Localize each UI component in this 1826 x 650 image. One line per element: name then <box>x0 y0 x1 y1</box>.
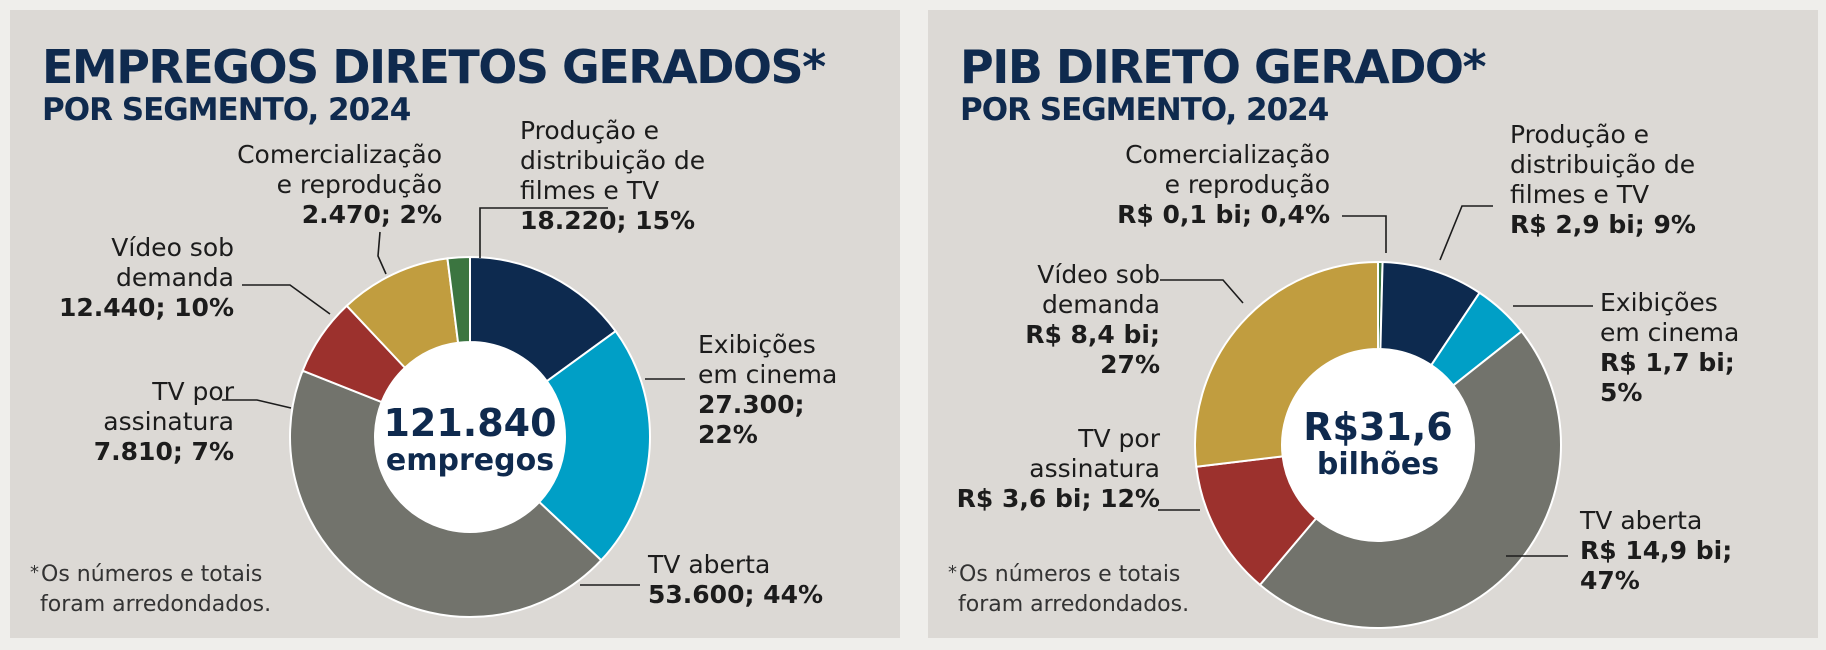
donut-center-total: 121.840 empregos <box>350 402 590 478</box>
leader-line <box>222 399 292 409</box>
slice-name: assinatura <box>103 407 234 436</box>
slice-value: R$ 2,9 bi; 9% <box>1510 210 1696 239</box>
footnote-line: foram arredondados. <box>958 592 1190 617</box>
slice-value: 12.440; 10% <box>58 293 234 322</box>
footnote-line: Os números e totais <box>41 562 263 587</box>
slice-name: Exibições <box>1600 288 1718 317</box>
slice-label: Exibições em cinema 27.300; 22% <box>698 330 837 450</box>
leader-line <box>377 231 387 275</box>
slice-name: filmes e TV <box>520 176 660 205</box>
slice-name: Exibições <box>698 330 816 359</box>
slice-name: TV aberta <box>648 550 771 579</box>
slice-value: 53.600; 44% <box>648 580 824 609</box>
leader-line <box>242 284 331 315</box>
leader-line <box>1160 279 1244 304</box>
donut-slice <box>289 369 603 618</box>
chart-title: PIB DIRETO GERADO* <box>960 40 1487 94</box>
footnote-line: Os números e totais <box>959 562 1181 587</box>
footnote: *Os números e totais foram arredondados. <box>948 558 1189 620</box>
center-unit: bilhões <box>1316 447 1440 482</box>
center-unit: empregos <box>385 443 555 478</box>
slice-name: em cinema <box>1600 318 1740 347</box>
slice-label: TV por assinatura R$ 3,6 bi; 12% <box>957 424 1160 514</box>
donut-hole <box>375 342 565 532</box>
footnote-mark: * <box>948 562 957 583</box>
chart-panel-pib: PIB DIRETO GERADO* POR SEGMENTO, 2024 *O… <box>928 10 1818 638</box>
donut-center-total: R$31,6 bilhões <box>1278 406 1478 482</box>
slice-value: 18.220; 15% <box>520 206 696 235</box>
slice-name: e reprodução <box>1164 170 1330 199</box>
slice-name: Vídeo sob <box>111 233 234 262</box>
slice-value: R$ 1,7 bi; 5% <box>1600 348 1735 407</box>
slice-name: demanda <box>116 263 234 292</box>
leader-line <box>1439 205 1493 261</box>
slice-name: em cinema <box>698 360 838 389</box>
slice-name: distribuição de <box>520 146 706 175</box>
slice-label: TV aberta 53.600; 44% <box>648 550 823 610</box>
chart-panel-empregos: EMPREGOS DIRETOS GERADOS* POR SEGMENTO, … <box>10 10 900 638</box>
donut-chart <box>1158 205 1593 629</box>
slice-name: demanda <box>1042 290 1160 319</box>
slice-label: TV aberta R$ 14,9 bi; 47% <box>1580 506 1732 596</box>
slice-name: e reprodução <box>276 170 442 199</box>
chart-title: EMPREGOS DIRETOS GERADOS* <box>42 40 826 94</box>
slice-label: Comercialização e reprodução 2.470; 2% <box>237 140 442 230</box>
slice-name: Vídeo sob <box>1037 260 1160 289</box>
leader-line <box>1342 215 1387 253</box>
center-value: 121.840 <box>383 401 557 445</box>
slice-value: R$ 8,4 bi; 27% <box>1025 320 1160 379</box>
slice-name: filmes e TV <box>1510 180 1650 209</box>
slice-value: R$ 14,9 bi; 47% <box>1580 536 1733 595</box>
slice-name: Produção e <box>520 116 660 145</box>
slice-name: TV por <box>1078 424 1160 453</box>
chart-subtitle: POR SEGMENTO, 2024 <box>960 92 1329 128</box>
slice-label: Produção e distribuição de filmes e TV R$ 2… <box>1510 120 1696 240</box>
slice-value: R$ 0,1 bi; 0,4% <box>1117 200 1330 229</box>
leader-line <box>479 207 608 258</box>
slice-label: Vídeo sob demanda R$ 8,4 bi; 27% <box>1025 260 1160 380</box>
slice-value: 2.470; 2% <box>301 200 442 229</box>
chart-subtitle: POR SEGMENTO, 2024 <box>42 92 411 128</box>
slice-label: Produção e distribuição de filmes e TV 18.2… <box>520 116 705 236</box>
slice-name: TV aberta <box>1580 506 1703 535</box>
slice-label: Exibições em cinema R$ 1,7 bi; 5% <box>1600 288 1739 408</box>
footnote-line: foram arredondados. <box>40 592 272 617</box>
slice-name: Comercialização <box>237 140 442 169</box>
slice-name: TV por <box>152 377 234 406</box>
footnote-mark: * <box>30 562 39 583</box>
slice-value: 7.810; 7% <box>93 437 234 466</box>
slice-value: 27.300; 22% <box>698 390 805 449</box>
slice-name: distribuição de <box>1510 150 1696 179</box>
slice-label: Comercialização e reprodução R$ 0,1 bi; 0,… <box>1117 140 1330 230</box>
slice-name: Produção e <box>1510 120 1650 149</box>
center-value: R$31,6 <box>1303 405 1453 449</box>
donut-chart <box>222 207 685 618</box>
slice-value: R$ 3,6 bi; 12% <box>956 484 1160 513</box>
footnote: *Os números e totais foram arredondados. <box>30 558 271 620</box>
donut-hole <box>1282 349 1474 541</box>
slice-label: TV por assinatura 7.810; 7% <box>94 377 234 467</box>
slice-name: Comercialização <box>1125 140 1330 169</box>
slice-label: Vídeo sob demanda 12.440; 10% <box>59 233 234 323</box>
slice-name: assinatura <box>1029 454 1160 483</box>
